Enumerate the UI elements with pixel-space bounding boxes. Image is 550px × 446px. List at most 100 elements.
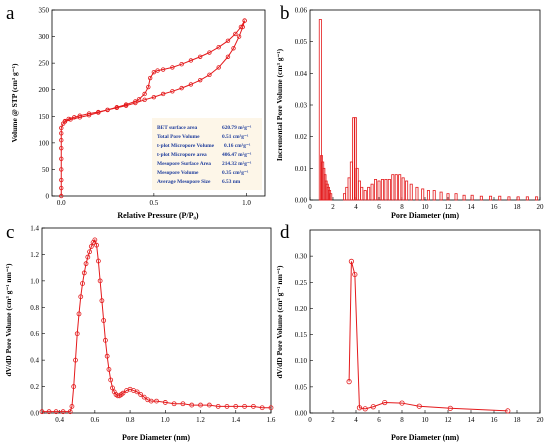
- pore-volume-bar: [454, 193, 458, 201]
- adsorption-point: [236, 34, 242, 39]
- marks-b: [318, 19, 539, 201]
- distribution-point: [189, 402, 195, 408]
- y-tick-label: 350: [39, 7, 50, 15]
- pore-volume-bar: [394, 174, 398, 201]
- bet-table: BET surface area 620.79 m²g⁻¹ Total Pore…: [152, 118, 262, 190]
- x-tick-label: 16: [491, 203, 499, 211]
- distribution-point: [154, 398, 159, 404]
- distribution-point: [148, 398, 154, 404]
- distribution-point: [505, 408, 511, 414]
- bet-row-label: t-plot Micropore Volume: [157, 143, 215, 149]
- distribution-point: [76, 311, 82, 317]
- pore-volume-bar: [535, 196, 539, 201]
- distribution-point: [416, 403, 422, 409]
- desorption-point: [114, 105, 120, 110]
- distribution-point: [108, 377, 114, 383]
- panel-letter-a: a: [6, 3, 15, 24]
- pore-volume-bar: [432, 190, 436, 201]
- y-tick-label: 250: [39, 60, 50, 68]
- x-tick-label: 0.5: [149, 199, 158, 207]
- y-tick-label: 0.6: [30, 330, 39, 338]
- ticks-d: 0 2 4 6 8 10 12 14 16 18 20 0.00 0.05 0.10 0.15 0.20 0.2…: [295, 253, 544, 424]
- pore-volume-bar: [507, 196, 511, 201]
- bet-row-label: Average Mesopore Size: [157, 179, 211, 185]
- pore-volume-bar: [374, 179, 378, 201]
- distribution-point: [81, 270, 87, 276]
- plot-frame-d: [309, 229, 541, 414]
- distribution-point: [85, 254, 91, 260]
- x-axis-label-a: Relative Pressure (P/P₀): [117, 211, 199, 220]
- y-axis-label-a: Volume @ STP (cm³ g⁻¹): [10, 63, 19, 142]
- y-tick-label: 0.0: [30, 410, 39, 418]
- y-tick-label: 0.01: [295, 165, 308, 173]
- pore-volume-bar: [363, 190, 367, 201]
- desorption-point: [133, 99, 138, 104]
- distribution-line: [42, 238, 271, 413]
- distribution-point: [104, 353, 110, 359]
- pore-volume-bar: [479, 195, 483, 201]
- desorption-point: [105, 107, 110, 113]
- desorption-point: [179, 62, 184, 67]
- desorption-point: [155, 68, 160, 73]
- y-tick-label: 200: [39, 86, 50, 94]
- adsorption-point: [59, 156, 64, 161]
- pore-volume-bar: [421, 188, 425, 201]
- distribution-point: [356, 405, 363, 411]
- distribution-point: [242, 403, 247, 409]
- pore-volume-bar: [329, 193, 333, 201]
- x-tick-label: 20: [537, 416, 545, 424]
- distribution-point: [370, 404, 376, 410]
- marks-a: [59, 18, 247, 199]
- y-tick-label: 1.0: [30, 277, 39, 285]
- adsorption-point: [59, 167, 64, 172]
- y-tick-label: 1.4: [30, 225, 39, 233]
- adsorption-point: [59, 177, 64, 183]
- adsorption-point: [170, 89, 175, 94]
- y-tick-label: 50: [42, 166, 50, 174]
- bet-row-value: 0.16 cm³g⁻¹: [224, 143, 251, 149]
- pore-volume-bar: [401, 177, 405, 201]
- adsorption-point: [59, 131, 64, 136]
- pore-volume-bar: [409, 183, 413, 201]
- desorption-point: [62, 119, 68, 124]
- desorption-point: [142, 91, 147, 97]
- panel-c: c 0.4 0.6 0.8 1.0 1.2 1.4 1.6 0.0 0.2 0.4 0.6 0.8 1.…: [4, 222, 276, 442]
- pore-volume-bar: [360, 186, 364, 201]
- distribution-point: [99, 298, 105, 304]
- x-axis-label-c: Pore Diameter (nm): [122, 433, 190, 442]
- pore-volume-bar: [446, 193, 450, 201]
- distribution-point: [110, 385, 115, 391]
- pore-volume-bar: [357, 180, 361, 201]
- pore-volume-bar: [370, 183, 374, 201]
- distribution-point: [206, 402, 212, 408]
- distribution-point: [224, 403, 230, 409]
- bet-row-label: BET surface area: [157, 125, 198, 131]
- adsorption-point: [216, 65, 221, 70]
- pore-volume-bar: [405, 180, 409, 201]
- bet-row-value: 620.79 m²g⁻¹: [222, 125, 252, 131]
- ticks-c: 0.4 0.6 0.8 1.0 1.2 1.4 1.6 0.0 0.2 0.4 0.6 0.8 1.0 1…: [30, 225, 276, 425]
- distribution-point: [198, 402, 203, 408]
- distribution-point: [83, 261, 89, 267]
- distribution-point: [348, 258, 354, 264]
- pore-volume-bar: [525, 196, 529, 201]
- distribution-line: [348, 261, 508, 412]
- x-tick-label: 1.4: [231, 416, 240, 424]
- bet-row-value: 406.47 m²g⁻¹: [222, 152, 252, 158]
- adsorption-point: [151, 94, 157, 100]
- adsorption-point: [188, 82, 194, 87]
- x-tick-label: 2: [331, 416, 335, 424]
- distribution-point: [53, 409, 59, 415]
- x-tick-label: 14: [468, 203, 476, 211]
- x-tick-label: 8: [400, 416, 404, 424]
- pore-volume-bar: [353, 117, 357, 201]
- x-axis-label-d: Pore Diameter (nm): [391, 433, 459, 442]
- bet-row-label: Mesopore Surface Area: [157, 161, 211, 167]
- adsorption-point: [59, 193, 64, 199]
- x-tick-label: 4: [354, 203, 358, 211]
- distribution-point: [106, 366, 112, 372]
- distribution-point: [67, 409, 73, 415]
- bet-row-label: Total Pore Volume: [157, 134, 200, 140]
- desorption-point: [233, 31, 238, 37]
